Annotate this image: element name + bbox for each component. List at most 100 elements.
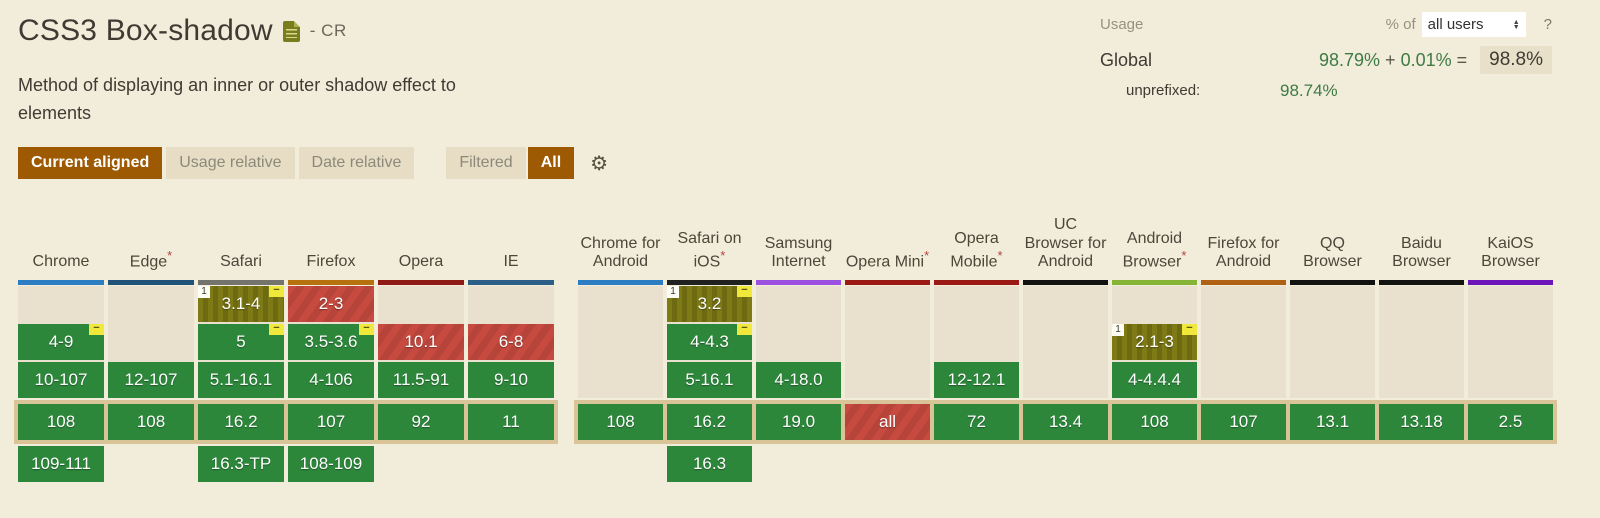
percent-of-label: % of — [1385, 16, 1416, 33]
view-mode-group: Current aligned Usage relative Date relati… — [18, 147, 415, 179]
view-mode-button-1[interactable]: Usage relative — [166, 147, 295, 179]
support-cell[interactable]: 12-107 — [108, 362, 194, 398]
support-cell[interactable]: 16.3-TP — [198, 446, 284, 482]
empty-slot — [1290, 446, 1375, 482]
footnote-badge: 1 — [667, 286, 679, 298]
support-cell[interactable]: 108 — [1112, 404, 1197, 440]
settings-gear-icon[interactable]: ⚙ — [590, 152, 609, 175]
spec-document-icon[interactable] — [282, 20, 300, 42]
support-cell[interactable]: 6-8 — [468, 324, 554, 360]
filter-button-1[interactable]: All — [527, 147, 575, 179]
support-cell[interactable]: 13.1 — [1290, 404, 1375, 440]
empty-slot — [934, 324, 1019, 360]
support-cell[interactable]: 13.4 — [1023, 404, 1108, 440]
support-cell[interactable]: 108-109 — [288, 446, 374, 482]
browser-brand-bar — [1290, 280, 1375, 285]
desktop-support-table: Chrome Edge* Safari Firefox Opera IE 4-9−10-10… — [14, 200, 558, 482]
support-cell[interactable]: 3.1-4 1− — [198, 285, 284, 322]
support-cell[interactable]: 2.1-3 1− — [1112, 323, 1197, 360]
support-cell[interactable]: 4-106 — [288, 362, 374, 398]
empty-slot — [1468, 286, 1553, 322]
support-cell[interactable]: 5-16.1 — [667, 362, 752, 398]
global-usage-value: 98.79% — [1318, 49, 1381, 70]
support-cell[interactable]: 109-111 — [18, 446, 104, 482]
support-cell[interactable]: 16.2 — [198, 404, 284, 440]
empty-slot — [1201, 324, 1286, 360]
version-history-column: 2-3 3.5-3.6−4-106 — [288, 286, 374, 398]
usage-note-asterisk: * — [924, 248, 930, 264]
support-cell[interactable]: 92 — [378, 404, 464, 440]
support-cell[interactable]: 108 — [18, 404, 104, 440]
browser-header-edge: Edge* — [129, 248, 173, 271]
version-history-column — [578, 286, 663, 398]
global-partial-value: 0.01% — [1400, 49, 1452, 70]
usage-note-asterisk: * — [720, 248, 726, 264]
browser-header-ie: IE — [503, 253, 519, 271]
support-cell[interactable]: 4-9− — [18, 323, 104, 360]
view-mode-button-2[interactable]: Date relative — [298, 147, 415, 179]
support-cell[interactable]: 2.5 — [1468, 404, 1553, 440]
empty-slot — [845, 446, 930, 482]
support-cell[interactable]: 107 — [1201, 404, 1286, 440]
browser-brand-bar — [578, 280, 663, 285]
browser-header-qq-browser: QQ Browser — [1303, 234, 1362, 271]
support-cell[interactable]: 11 — [468, 404, 554, 440]
version-history-column — [1468, 286, 1553, 398]
support-cell[interactable]: 4-4.3− — [667, 323, 752, 360]
global-total-value: 98.8% — [1480, 46, 1552, 74]
support-cell[interactable]: 2-3 — [288, 286, 374, 322]
mobile-support-table: Chrome for Android Safari on iOS* Samsung … — [574, 200, 1557, 482]
empty-slot — [1290, 324, 1375, 360]
version-history-column: 4-18.0 — [756, 286, 841, 398]
support-cell[interactable]: 107 — [288, 404, 374, 440]
help-link[interactable]: ? — [1543, 16, 1552, 33]
support-cell[interactable]: 5.1-16.1 — [198, 362, 284, 398]
support-cell[interactable]: 5− — [198, 323, 284, 360]
usage-select[interactable]: all users ▲ ▼ — [1421, 12, 1526, 37]
filter-button-0[interactable]: Filtered — [446, 147, 526, 179]
empty-slot — [1468, 362, 1553, 398]
empty-slot — [934, 286, 1019, 322]
browser-brand-bar — [756, 280, 841, 285]
support-cell[interactable]: 4-4.4.4 — [1112, 362, 1197, 398]
support-cell[interactable]: 10.1 — [378, 324, 464, 360]
support-cell[interactable]: all — [845, 404, 930, 440]
version-history-column — [1379, 286, 1464, 398]
select-arrows-icon: ▲ ▼ — [1512, 18, 1520, 31]
footnote-badge: 1 — [198, 286, 210, 298]
support-cell[interactable]: 108 — [108, 404, 194, 440]
empty-slot — [578, 286, 663, 322]
empty-slot — [845, 286, 930, 322]
support-cell[interactable]: 72 — [934, 404, 1019, 440]
usage-note-asterisk: * — [167, 248, 173, 264]
support-cell[interactable]: 16.2 — [667, 404, 752, 440]
browser-header-chrome-for-android: Chrome for Android — [580, 234, 661, 271]
support-cell[interactable]: 12-12.1 — [934, 362, 1019, 398]
browser-header-samsung-internet: Samsung Internet — [764, 234, 833, 271]
current-version-row: 108 108 16.2 107 92 11 — [14, 400, 558, 444]
support-cell[interactable]: 3.2 1− — [667, 285, 752, 322]
support-cell[interactable]: 108 — [578, 404, 663, 440]
support-cell[interactable]: 10-107 — [18, 362, 104, 398]
support-cell[interactable]: 3.5-3.6− — [288, 323, 374, 360]
empty-slot — [845, 362, 930, 398]
empty-slot — [1023, 362, 1108, 398]
unprefixed-value: 98.74% — [1280, 80, 1338, 100]
support-cell[interactable]: 13.18 — [1379, 404, 1464, 440]
browser-brand-bar — [198, 280, 284, 285]
empty-slot — [1379, 446, 1464, 482]
support-cell[interactable]: 11.5-91 — [378, 362, 464, 398]
view-mode-button-0[interactable]: Current aligned — [18, 147, 163, 179]
empty-slot — [1023, 286, 1108, 322]
support-cell[interactable]: 16.3 — [667, 446, 752, 482]
browser-header-android-browser: Android Browser* — [1122, 229, 1187, 271]
browser-brand-bar — [1201, 280, 1286, 285]
support-cell[interactable]: 19.0 — [756, 404, 841, 440]
empty-slot — [1379, 286, 1464, 322]
feature-header: CSS3 Box-shadow - CR Method of displayin… — [18, 14, 456, 123]
version-history-column: 12-107 — [108, 286, 194, 398]
support-cell[interactable]: 9-10 — [468, 362, 554, 398]
empty-slot — [1023, 324, 1108, 360]
support-cell[interactable]: 4-18.0 — [756, 362, 841, 398]
empty-slot — [578, 324, 663, 360]
